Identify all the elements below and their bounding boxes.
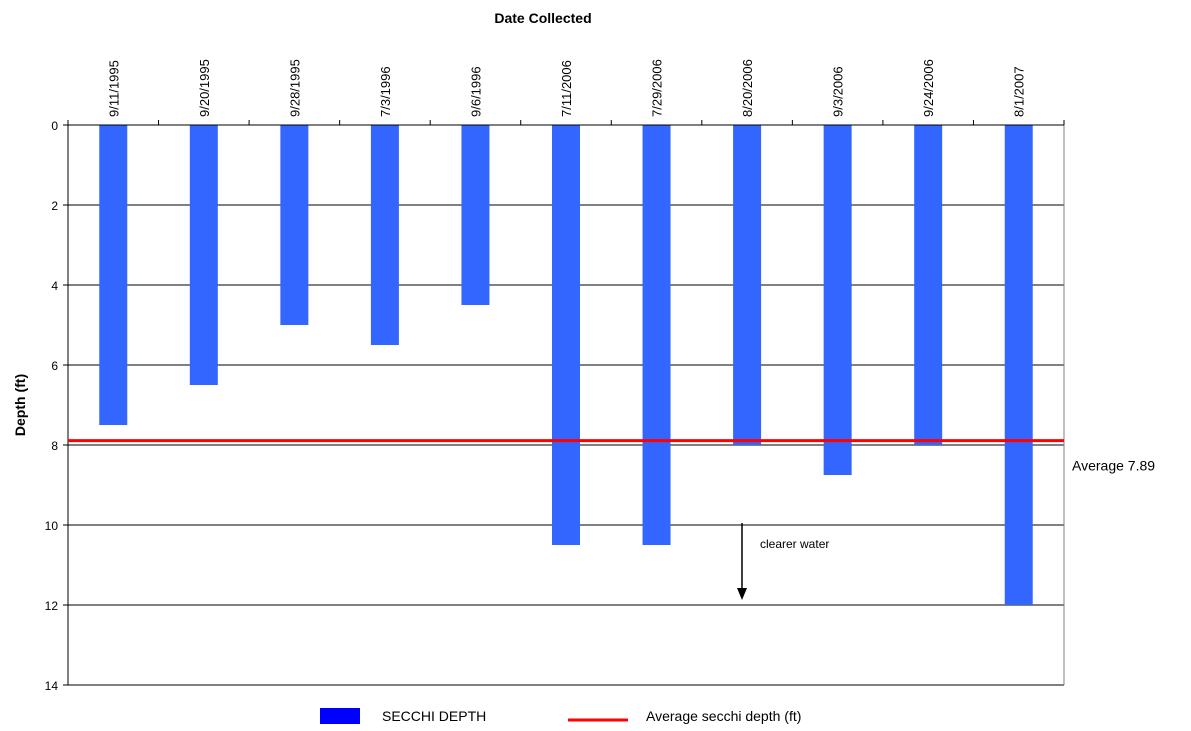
y-tick-label: 10: [45, 519, 59, 533]
bar-9/24/2006: [914, 125, 943, 445]
x-tick-label: 9/11/1995: [106, 60, 121, 117]
x-tick-label: 9/6/1996: [468, 66, 483, 117]
legend-average-label: Average secchi depth (ft): [646, 708, 801, 724]
y-tick-label: 2: [51, 199, 58, 213]
axes: 0 2 4 6 8 10 12 14 9/11/1995 9/20/1995 9/28/1995 7/…: [45, 59, 1065, 693]
bars: [99, 125, 1033, 605]
x-tick-label: 7/29/2006: [650, 59, 665, 117]
y-tick-label: 4: [51, 279, 58, 293]
y-tick-label: 6: [51, 359, 58, 373]
x-tick-label: 8/1/2007: [1012, 66, 1027, 117]
x-tick-label: 7/3/1996: [378, 66, 393, 117]
bar-7/11/2006: [552, 125, 580, 545]
x-tick-label: 9/3/2006: [831, 66, 846, 117]
x-tick-label: 9/24/2006: [921, 59, 936, 117]
x-tick-label: 7/11/2006: [559, 60, 574, 117]
bar-9/6/1996: [461, 125, 490, 305]
annotation-text: clearer water: [760, 537, 829, 551]
bar-7/3/1996: [370, 125, 399, 345]
x-tick-label: 8/20/2006: [740, 59, 755, 117]
x-tick-label: 9/28/1995: [287, 59, 302, 117]
y-tick-label: 12: [45, 599, 59, 613]
y-tick-label: 14: [45, 679, 59, 693]
y-tick-label: 0: [51, 119, 58, 133]
legend: SECCHI DEPTH Average secchi depth (ft): [320, 708, 801, 724]
bar-8/1/2007: [1004, 125, 1033, 605]
clearer-water-annotation: clearer water: [737, 523, 829, 600]
annotation-arrowhead-icon: [737, 588, 747, 600]
bar-9/11/1995: [99, 125, 128, 425]
bar-9/20/1995: [189, 125, 218, 385]
legend-secchi-label: SECCHI DEPTH: [382, 708, 486, 724]
y-tick-label: 8: [51, 439, 58, 453]
bar-7/29/2006: [642, 125, 671, 545]
legend-secchi-swatch: [320, 708, 360, 724]
bar-9/3/2006: [823, 125, 852, 475]
bar-8/20/2006: [733, 125, 762, 445]
bar-9/28/1995: [280, 125, 309, 325]
y-axis-title: Depth (ft): [12, 374, 28, 436]
average-line-group: Average 7.89: [68, 439, 1155, 474]
x-axis-title: Date Collected: [494, 10, 591, 26]
x-tick-label: 9/20/1995: [197, 59, 212, 117]
average-label: Average 7.89: [1072, 458, 1155, 474]
